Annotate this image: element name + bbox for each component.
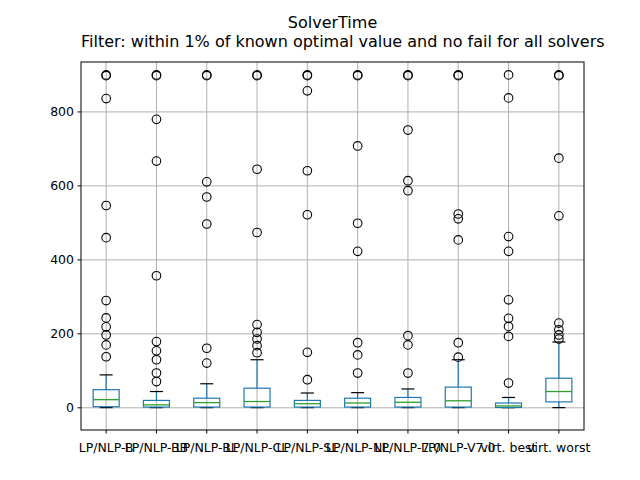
x-tick-label: virt. worst bbox=[527, 440, 590, 455]
boxplot-figure: SolverTime Filter: within 1% of known op… bbox=[0, 0, 640, 480]
y-tick-label: 0 bbox=[66, 400, 74, 415]
y-tick-label: 600 bbox=[50, 178, 74, 193]
y-tick-label: 800 bbox=[50, 104, 74, 119]
y-tick-label: 200 bbox=[50, 326, 74, 341]
boxplot-canvas: 0200400600800LP/NLP-BLP/NLP-BBLP/NLP-BLL… bbox=[0, 0, 640, 480]
y-tick-label: 400 bbox=[50, 252, 74, 267]
